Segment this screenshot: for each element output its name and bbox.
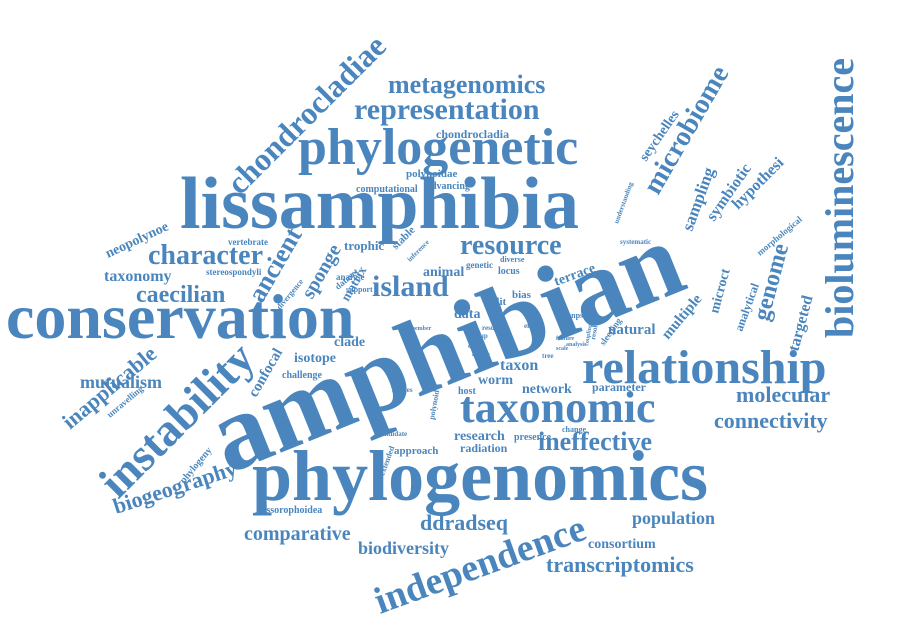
word-worm: worm	[478, 373, 513, 388]
word-data: data	[454, 307, 480, 322]
word-analyse: analyse	[336, 272, 365, 282]
word-systematic: systematic	[620, 238, 651, 246]
word-transcriptomics: transcriptomics	[546, 552, 694, 577]
word-chondrocladia: chondrocladia	[436, 127, 509, 141]
word-feature: feature	[556, 336, 575, 342]
word-approach: approach	[394, 445, 438, 457]
word-split: split	[486, 296, 507, 308]
word-effect: effect	[524, 322, 541, 330]
word-change: change	[562, 425, 586, 434]
word-computational: computational	[356, 184, 418, 195]
word-order: order	[468, 342, 485, 350]
word-group: group	[470, 332, 488, 340]
word-taxonomic: taxonomic	[460, 383, 656, 432]
word-history: history	[472, 352, 490, 358]
word-character: character	[148, 240, 263, 271]
word-diverse: diverse	[500, 255, 525, 264]
word-phylogenomics: phylogenomics	[252, 436, 708, 516]
word-member: member	[410, 326, 432, 332]
word-research: research	[454, 429, 505, 444]
word-resolve: resolve	[589, 318, 601, 340]
word-connectivity: connectivity	[714, 408, 828, 433]
word-dissorophoidea: dissorophoidea	[258, 505, 322, 516]
word-natural: natural	[608, 322, 656, 338]
word-bioluminescence: bioluminescence	[817, 58, 862, 338]
word-snps: snps	[568, 311, 583, 320]
word-animal: animal	[423, 265, 464, 280]
word-genetic: genetic	[466, 260, 493, 270]
word-vertebrate: vertebrate	[228, 237, 268, 247]
word-relationship: relationship	[582, 341, 827, 394]
word-microct: microct	[707, 267, 733, 315]
word-locus: locus	[498, 266, 520, 277]
word-consortium: consortium	[588, 537, 656, 552]
word-molecular: molecular	[736, 382, 830, 407]
word-trophic: trophic	[344, 238, 384, 253]
word-stereospondyli: stereospondyli	[206, 267, 262, 277]
word-coupling: coupling	[584, 324, 594, 347]
word-scale: scale	[556, 346, 569, 352]
word-result: result	[482, 324, 500, 332]
word-polynoidae: polynoidae	[406, 168, 457, 180]
word-bias: bias	[512, 289, 532, 301]
word-isotope: isotope	[294, 351, 336, 366]
word-mutualism: mutualism	[80, 372, 162, 392]
word-conservation: conservation	[6, 281, 354, 352]
word-comparative: comparative	[244, 523, 351, 545]
word-support: support	[346, 285, 373, 294]
word-parameter: parameter	[592, 380, 647, 394]
word-population: population	[632, 508, 715, 528]
word-representation: representation	[354, 93, 540, 126]
word-challenge: challenge	[282, 370, 323, 381]
word-radiation: radiation	[460, 441, 508, 455]
word-genome: genome	[749, 241, 795, 324]
word-metagenomics: metagenomics	[388, 70, 545, 99]
word-sampling: sampling	[678, 164, 719, 233]
word-network: network	[522, 382, 572, 397]
word-studies: studies	[392, 386, 413, 394]
word-microbiome: microbiome	[637, 61, 735, 200]
word-taxonomy: taxonomy	[104, 268, 172, 285]
word-presence: presence	[514, 432, 552, 443]
word-island: island	[372, 270, 449, 303]
word-caecilian: caecilian	[136, 282, 225, 308]
word-biodiversity: biodiversity	[358, 538, 449, 558]
word-tree: tree	[542, 352, 554, 360]
word-analysis: analysis	[566, 342, 587, 348]
word-ddradseq: ddradseq	[420, 510, 509, 535]
word-candidate: candidate	[378, 430, 407, 438]
word-ineffective: ineffective	[538, 427, 652, 456]
word-advancing: advancing	[426, 181, 470, 192]
word-clade: clade	[334, 335, 365, 350]
word-lissamphibia: lissamphibia	[180, 163, 579, 245]
word-resource: resource	[460, 230, 562, 261]
word-taxon: taxon	[500, 357, 538, 374]
word-phylogenetic: phylogenetic	[298, 119, 578, 176]
word-host: host	[458, 386, 476, 397]
